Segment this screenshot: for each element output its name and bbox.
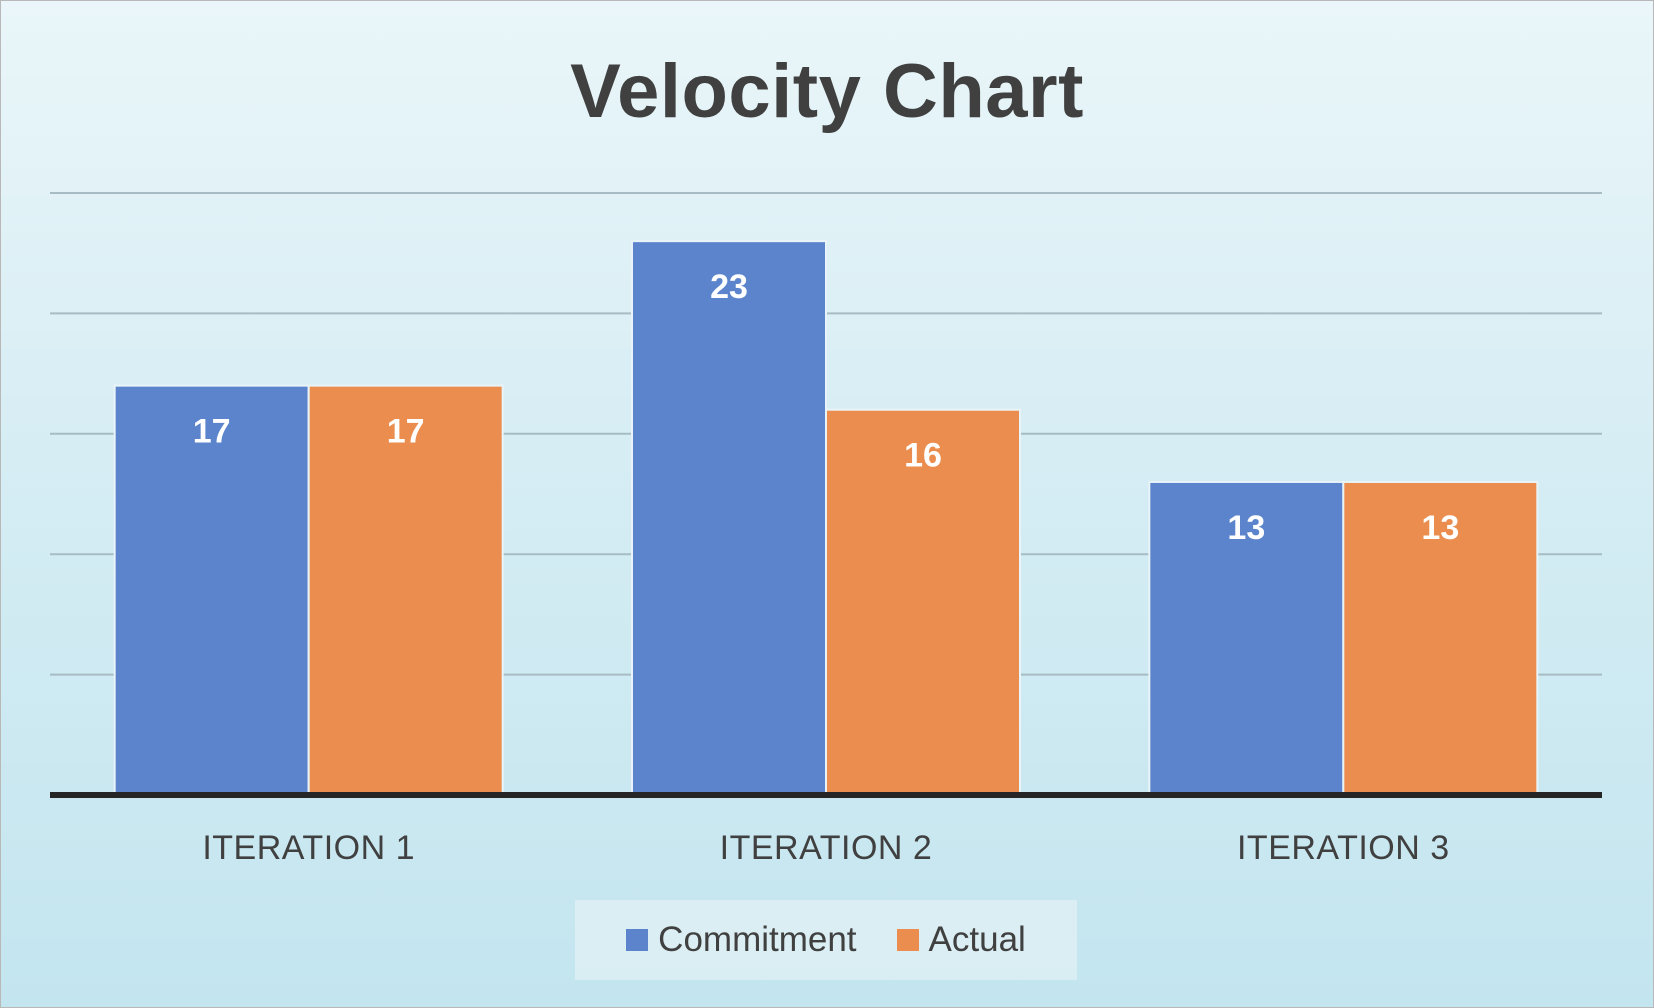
- legend-swatch-actual: [896, 929, 919, 951]
- data-label-commitment-3: 13: [1227, 509, 1265, 547]
- category-labels: ITERATION 1 ITERATION 2 ITERATION 3: [202, 829, 1449, 867]
- legend-swatch-commitment: [626, 929, 649, 951]
- data-labels: 17 17 23 16 13 13: [193, 268, 1459, 547]
- bar-commitment-2: [631, 240, 827, 797]
- bar-commitment-1: [113, 384, 310, 796]
- data-label-commitment-2: 23: [710, 268, 748, 306]
- legend-label-commitment: Commitment: [658, 920, 857, 959]
- category-label-3: ITERATION 3: [1237, 829, 1450, 867]
- bars: [113, 240, 1539, 797]
- legend-item-actual: Actual: [896, 920, 1026, 960]
- legend-item-commitment: Commitment: [626, 920, 857, 960]
- legend: Commitment Actual: [575, 900, 1077, 980]
- data-label-actual-1: 17: [387, 413, 425, 451]
- data-label-actual-3: 13: [1421, 509, 1459, 547]
- legend-label-actual: Actual: [928, 920, 1026, 959]
- category-label-2: ITERATION 2: [720, 829, 933, 867]
- bar-actual-3: [1342, 480, 1539, 796]
- bar-actual-1: [307, 384, 504, 796]
- data-label-actual-2: 16: [904, 437, 942, 475]
- data-label-commitment-1: 17: [193, 413, 231, 451]
- chart-title: Velocity Chart: [570, 49, 1084, 134]
- category-label-1: ITERATION 1: [202, 829, 415, 867]
- bar-actual-2: [825, 408, 1021, 796]
